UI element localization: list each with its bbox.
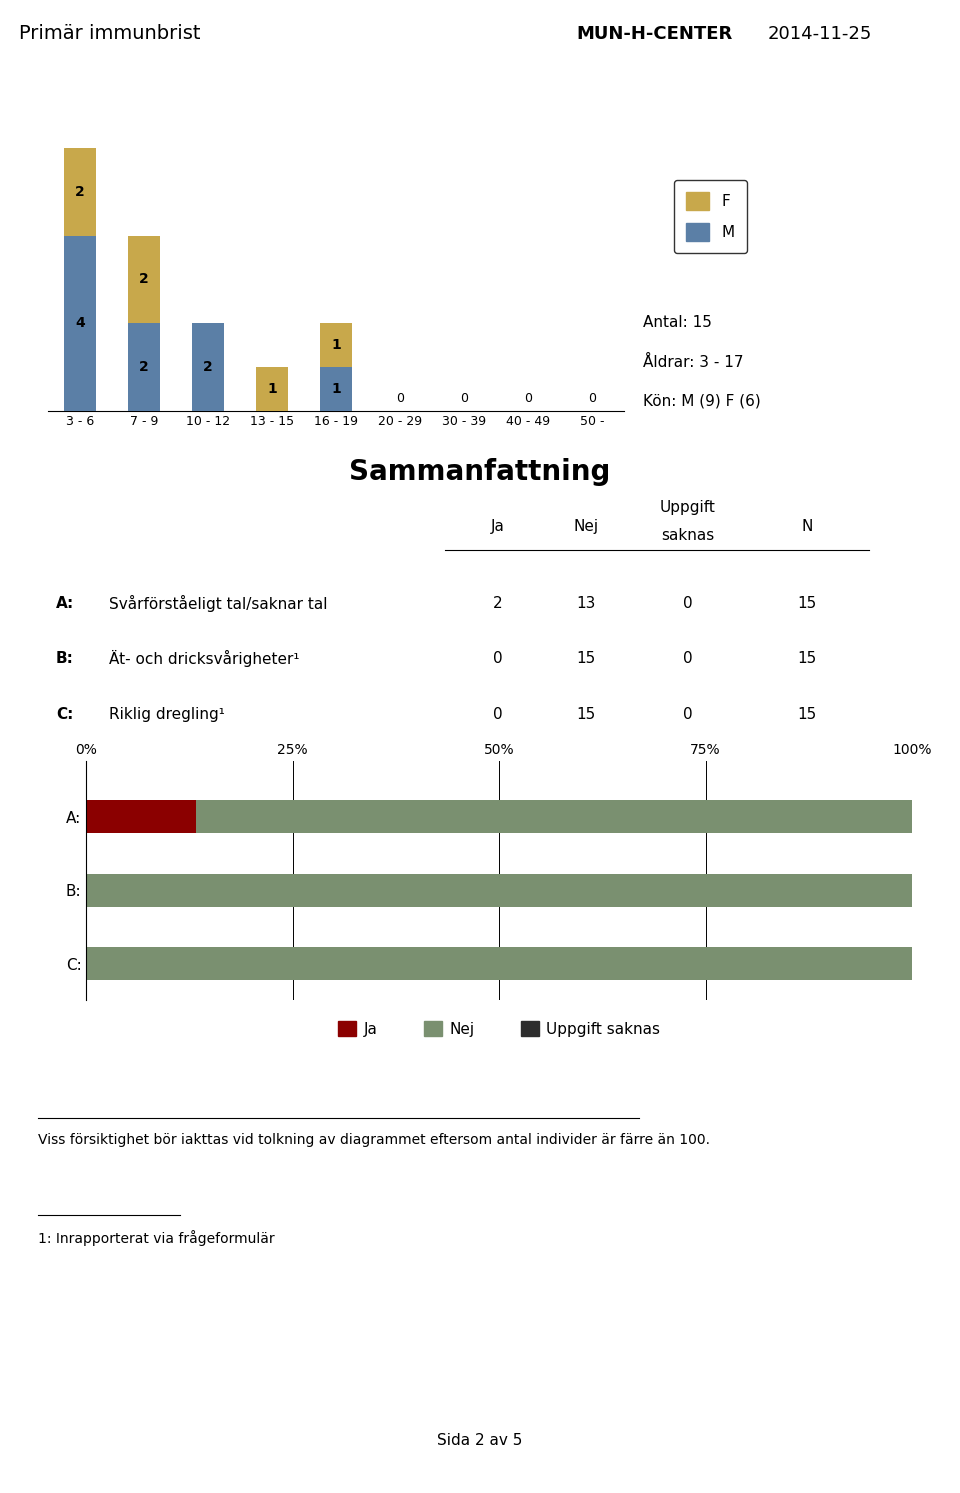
Text: Svårförståeligt tal/saknar tal: Svårförståeligt tal/saknar tal (109, 594, 327, 612)
Text: mun-h: mun-h (895, 51, 934, 61)
Text: 2: 2 (139, 272, 149, 287)
Bar (197, 800, 912, 833)
Text: Kön: M (9) F (6): Kön: M (9) F (6) (643, 394, 761, 409)
Text: MUN-H-CENTER: MUN-H-CENTER (576, 24, 732, 43)
Text: saknas: saknas (660, 529, 714, 543)
Text: 0: 0 (524, 393, 532, 405)
Bar (320, 322, 352, 367)
Text: 1: 1 (331, 382, 341, 396)
Text: 4: 4 (75, 317, 84, 330)
Text: 2: 2 (492, 596, 502, 611)
Text: 0: 0 (683, 706, 692, 721)
Bar (86, 873, 912, 906)
Text: N: N (801, 518, 812, 533)
Legend: F, M: F, M (674, 179, 747, 254)
Bar (192, 322, 224, 411)
Text: 1: 1 (267, 382, 276, 396)
Bar (86, 947, 912, 979)
Text: 15: 15 (576, 651, 595, 666)
Text: Antal: 15: Antal: 15 (643, 315, 712, 330)
Bar (256, 367, 288, 411)
Text: 0: 0 (588, 393, 596, 405)
Text: Uppgift: Uppgift (660, 500, 715, 515)
Text: Ät- och dricksvårigheter¹: Ät- och dricksvårigheter¹ (109, 649, 300, 667)
Text: 2014-11-25: 2014-11-25 (768, 24, 873, 43)
Text: Riklig dregling¹: Riklig dregling¹ (109, 706, 225, 721)
Text: 0: 0 (492, 706, 502, 721)
Bar (64, 236, 96, 411)
Bar (320, 367, 352, 411)
Text: Primär immunbrist: Primär immunbrist (19, 24, 201, 43)
Bar (128, 236, 160, 322)
Bar (128, 322, 160, 411)
Text: 15: 15 (797, 651, 816, 666)
Text: C:: C: (56, 706, 73, 721)
Text: 0: 0 (396, 393, 404, 405)
Text: B:: B: (56, 651, 74, 666)
Text: Sida 2 av 5: Sida 2 av 5 (438, 1433, 522, 1448)
Text: 15: 15 (576, 706, 595, 721)
Text: 1: Inrapporterat via frågeformulär: 1: Inrapporterat via frågeformulär (38, 1230, 275, 1247)
Text: 2: 2 (204, 360, 213, 373)
Text: 1: 1 (331, 337, 341, 352)
Text: Sammanfattning: Sammanfattning (349, 458, 611, 485)
Text: A:: A: (56, 596, 74, 611)
Text: Ja: Ja (491, 518, 505, 533)
Bar (64, 148, 96, 236)
Text: 0: 0 (683, 651, 692, 666)
Text: Nej: Nej (573, 518, 598, 533)
Text: Åldrar: 3 - 17: Åldrar: 3 - 17 (643, 355, 744, 370)
Text: 15: 15 (797, 706, 816, 721)
Bar (86, 800, 197, 833)
Text: 2: 2 (75, 185, 84, 199)
Text: 13: 13 (576, 596, 595, 611)
Legend: Ja, Nej, Uppgift saknas: Ja, Nej, Uppgift saknas (332, 1015, 666, 1042)
Text: 2: 2 (139, 360, 149, 373)
Text: Viss försiktighet bör iakttas vid tolkning av diagrammet eftersom antal individe: Viss försiktighet bör iakttas vid tolkni… (38, 1133, 710, 1147)
Text: 0: 0 (683, 596, 692, 611)
Text: 0: 0 (460, 393, 468, 405)
Text: 15: 15 (797, 596, 816, 611)
Text: 0: 0 (492, 651, 502, 666)
